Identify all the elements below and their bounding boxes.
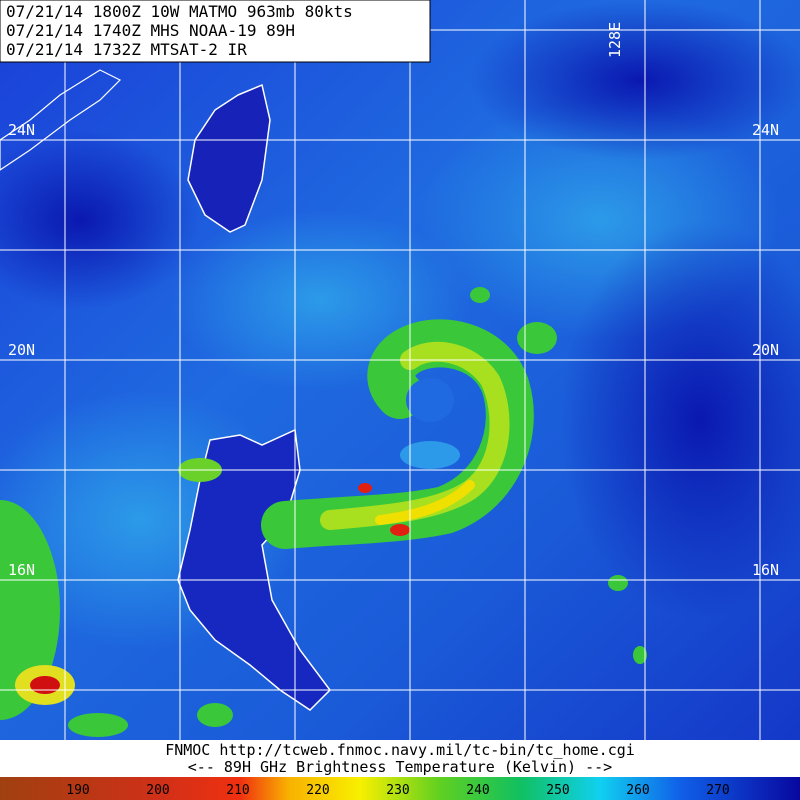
color-bar-tick-label: 240 — [466, 783, 489, 798]
footer-source: FNMOC http://tcweb.fnmoc.navy.mil/tc-bin… — [165, 741, 635, 759]
lat-lon-grid — [0, 0, 800, 740]
color-bar-ticks: 190 200 210 220 230 240 250 260 270 — [66, 783, 729, 798]
footer-bg — [0, 740, 800, 776]
header-line: 07/21/14 1800Z 10W MATMO 963mb 80kts — [6, 2, 353, 21]
header: 07/21/14 1800Z 10W MATMO 963mb 80kts 07/… — [0, 0, 431, 63]
lat-label: 20N — [8, 341, 35, 359]
lon-label: 128E — [606, 22, 624, 58]
color-bar-tick-label: 220 — [306, 783, 329, 798]
color-bar-tick-label: 190 — [66, 783, 89, 798]
color-bar — [0, 777, 800, 800]
map-area — [0, 0, 800, 740]
header-line: 07/21/14 1740Z MHS NOAA-19 89H — [6, 21, 295, 40]
color-bar-tick-label: 270 — [706, 783, 729, 798]
color-bar-tick-label: 230 — [386, 783, 409, 798]
color-bar-tick-label: 210 — [226, 783, 249, 798]
header-line: 07/21/14 1732Z MTSAT-2 IR — [6, 40, 247, 59]
color-bar-tick-label: 260 — [626, 783, 649, 798]
lat-label: 24N — [752, 121, 779, 139]
color-bar-tick-label: 200 — [146, 783, 169, 798]
color-bar-tick-label: 250 — [546, 783, 569, 798]
footer-legend: <-- 89H GHz Brightness Temperature (Kelv… — [188, 758, 612, 776]
lat-label: 16N — [752, 561, 779, 579]
lat-label: 16N — [8, 561, 35, 579]
lat-label: 24N — [8, 121, 35, 139]
lat-label: 20N — [752, 341, 779, 359]
